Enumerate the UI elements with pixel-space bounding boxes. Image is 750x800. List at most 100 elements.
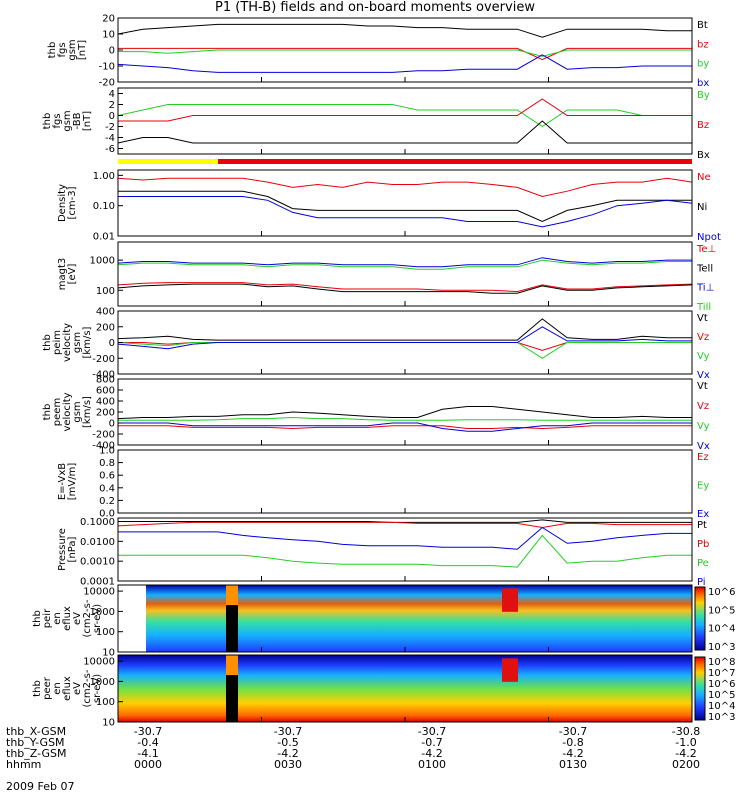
footer-value: -1.0: [675, 736, 697, 749]
chart-title: P1 (TH-B) fields and on-board moments ov…: [215, 0, 535, 15]
footer-value: -0.8: [562, 736, 584, 749]
colorbar-tick-label: 10^5: [708, 690, 735, 701]
y-tick-label: 0.0: [99, 509, 115, 520]
y-tick-label: 1000: [90, 677, 115, 688]
spectrogram-gap: [118, 585, 146, 652]
y-axis-label-line: magt3: [57, 258, 68, 291]
legend-label: Pt: [697, 520, 707, 531]
y-axis-label-line: Density: [57, 184, 68, 222]
panel-7: Ez Ey Ex 1.00.8 0.60.4 0.2 0.0 E=-VxB[mV/m]: [57, 446, 709, 521]
y-tick-label: 0.01: [93, 232, 115, 243]
y-tick-label: 10000: [83, 587, 115, 598]
y-tick-label: 100: [96, 286, 115, 297]
colorbar-tick-label: 10^8: [708, 657, 735, 668]
legend-label: Ex: [697, 509, 709, 520]
y-axis-label-line: thb: [32, 680, 43, 697]
footer-value: -30.7: [558, 725, 588, 738]
series-line-bz: [118, 47, 692, 61]
y-tick-label: 0.2: [99, 496, 115, 507]
footer-label: thb_Y-GSM: [6, 736, 65, 749]
y-axis-label-line: [nT]: [77, 40, 88, 60]
y-tick-label: -200: [92, 354, 115, 365]
spectrogram: [118, 585, 692, 652]
y-tick-label: 0.1000: [80, 517, 115, 528]
colorbar-tick-label: 10^6: [708, 587, 735, 598]
colorbar: [694, 586, 706, 651]
footer-row-time: hhmm 0000 0030 0100 0130 0200: [6, 759, 750, 770]
y-axis-label: thbpeirenefluxeV(cm2-s-sr-eV): [32, 599, 103, 637]
series-line-Pe: [118, 534, 692, 568]
series-line-Vy: [117, 342, 692, 359]
legend-label: Vy: [697, 421, 710, 432]
panel-2: By Bz Bx 420-2-4-6 thbfgsgsm-BB[nT]: [42, 87, 710, 161]
series-line-Ne: [117, 177, 693, 198]
mode-bar-slow: [118, 159, 218, 164]
panel-frame: [117, 449, 693, 514]
series-line-Vx: [118, 422, 692, 432]
panel-4: Te⊥ Tell Ti⊥ Till 1000 100 magt3[eV]: [57, 241, 716, 313]
y-tick-label: -20: [99, 78, 115, 89]
y-axis-label-line: eV: [72, 612, 83, 625]
y-axis-label-line: thb: [32, 610, 43, 627]
y-axis-label-line: (cm2-s-: [82, 669, 93, 707]
legend-label: Vx: [697, 370, 710, 381]
y-axis-label-line: thb: [42, 404, 53, 421]
series-line-Vx: [117, 326, 692, 350]
legend-label: Tell: [696, 263, 713, 274]
y-axis-label-line: [nT]: [82, 111, 93, 131]
y-axis-label-line: gsm: [72, 401, 83, 422]
panel-9: 10^6 10^5 10^4 10^3 10000 1000 100 10 thbpeirene…: [32, 584, 735, 659]
y-axis-label-line: sr-eV): [92, 674, 103, 703]
y-tick-label: 400: [96, 397, 115, 408]
y-axis-label: Density[cm-3]: [57, 184, 78, 222]
y-axis-label-line: gsm: [67, 39, 78, 60]
legend-label: Vz: [697, 332, 709, 343]
y-axis-label-line: -BB: [72, 112, 83, 129]
y-tick-label: -200: [92, 430, 115, 441]
y-tick-label: 100: [96, 697, 115, 708]
legend-label: Pb: [697, 539, 709, 550]
series-line-Pb: [117, 521, 692, 529]
y-tick-label: 100: [96, 627, 115, 638]
y-tick-label: -2: [105, 122, 115, 133]
footer-value: -30.7: [417, 725, 447, 738]
y-axis-label-line: en: [52, 612, 63, 625]
y-tick-label: 10: [102, 648, 115, 659]
footer-label: thb_X-GSM: [6, 725, 67, 738]
y-tick-label: -10: [99, 62, 115, 73]
y-axis-label-line: [mV/m]: [67, 463, 78, 501]
legend-label: Bx: [697, 150, 710, 161]
legend-label: Vz: [697, 401, 709, 412]
y-axis-label-line: gsm: [72, 332, 83, 353]
footer-value: -4.2: [277, 747, 299, 760]
y-axis-label-line: gsm: [62, 110, 73, 131]
panel-frame: [117, 378, 693, 446]
y-axis-label-line: velocity: [62, 323, 73, 362]
series-line-Vt: [117, 318, 692, 341]
y-axis-label-line: en: [52, 682, 63, 695]
legend-label: Bz: [697, 120, 709, 131]
footer-label: thb_Z-GSM: [6, 747, 67, 760]
series-line-By: [117, 104, 692, 128]
colorbar-tick-label: 10^3: [708, 712, 735, 723]
y-tick-label: 10000: [83, 657, 115, 668]
series-line-bx: [117, 54, 692, 73]
y-axis-label-line: thb: [47, 42, 58, 59]
series-line-Ti⊥: [117, 257, 692, 268]
y-tick-label: 0.0100: [80, 537, 115, 548]
colorbar: [694, 656, 706, 721]
legend-label: by: [697, 59, 709, 70]
footer-value: -4.2: [562, 747, 584, 760]
burst-feature: [502, 588, 518, 612]
footer-value: -30.7: [133, 725, 163, 738]
colorbar-tick-label: 10^3: [708, 642, 735, 653]
y-tick-label: 10: [102, 30, 115, 41]
y-tick-label: 600: [96, 386, 115, 397]
y-tick-label: -6: [105, 144, 115, 155]
panel-3: Ne Ni Npot 1.00 0.10 0.01 Density[cm-3]: [57, 169, 721, 243]
y-axis-label-line: [eV]: [67, 264, 78, 285]
spectrogram: [118, 655, 692, 722]
series-line-Npot: [118, 196, 693, 228]
